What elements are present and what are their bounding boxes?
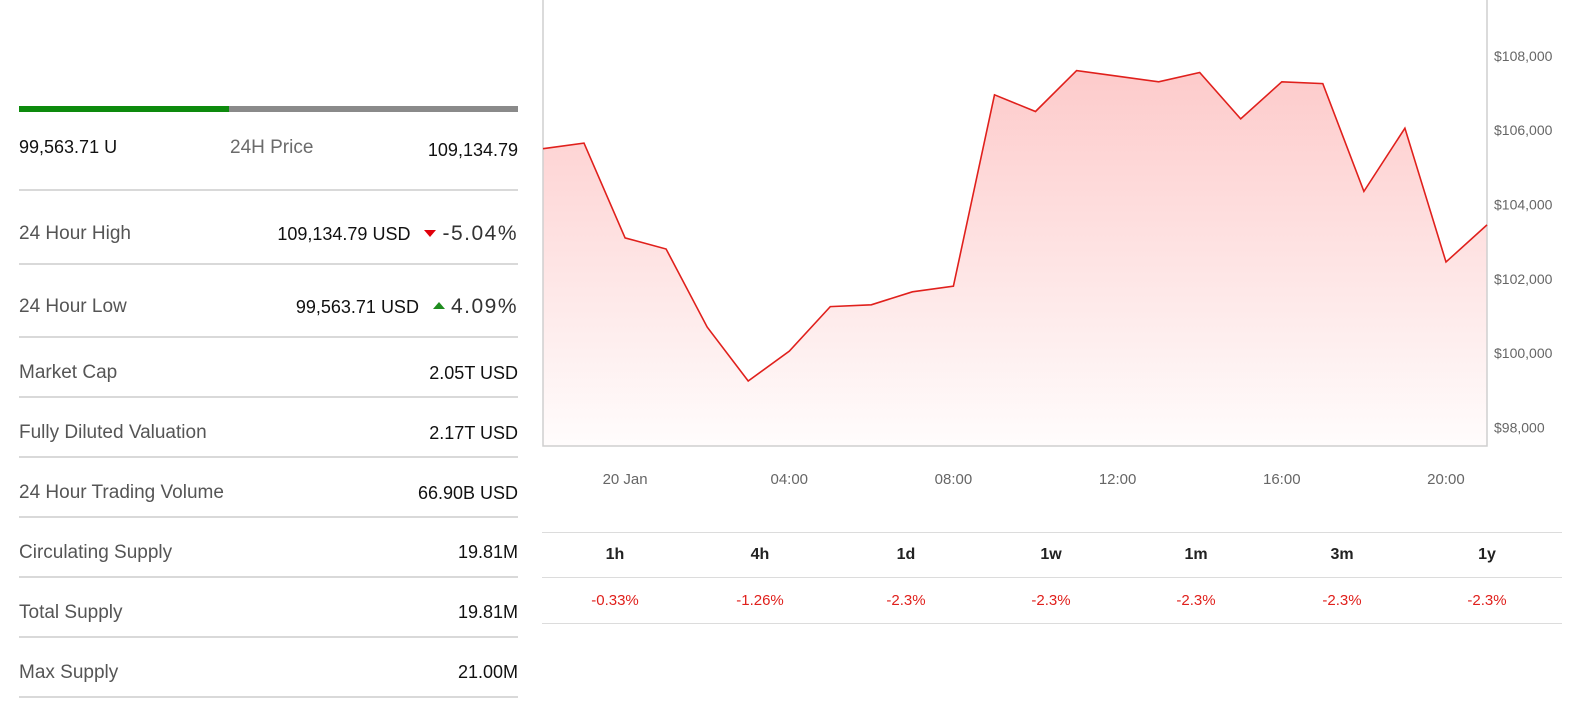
price-chart[interactable]: $108,000 $106,000 $104,000 $102,000 $100,000… [542,0,1574,500]
price-line[interactable] [542,69,1488,383]
stat-row-total-supply: Total Supply 19.81M [19,578,518,638]
price-range-bar [19,106,518,112]
stat-row-24h-high: 24 Hour High 109,134.79 USD -5.04% [19,191,518,265]
stat-row-market-cap: Market Cap 2.05T USD [19,338,518,398]
stat-label: 24 Hour Trading Volume [19,482,224,503]
x-tick-label: 20:00 [1427,471,1465,488]
price-chart-svg[interactable]: $108,000 $106,000 $104,000 $102,000 $100,000… [542,0,1574,500]
change-1w: -2.3% [1031,592,1071,609]
triangle-up-icon [432,301,445,309]
low-change: 4.09% [450,295,518,318]
range-high-value: 109,134.79 [427,140,518,160]
stat-label: 24 Hour High [19,223,131,244]
stat-label: Fully Diluted Valuation [19,422,207,443]
x-tick-label: 20 Jan [603,471,648,488]
high-change: -5.04% [442,222,518,245]
x-tick-label: 16:00 [1263,471,1301,488]
stat-value: 109,134.79 USD -5.04% [277,222,518,246]
y-tick-label: $106,000 [1494,122,1553,138]
range-label: 24H Price [230,137,314,158]
change-1m: -2.3% [1176,592,1216,609]
change-1h: -0.33% [591,592,639,609]
stat-row-volume: 24 Hour Trading Volume 66.90B USD [19,458,518,518]
stat-label: Circulating Supply [19,542,173,563]
stat-value: 2.17T USD [429,423,518,443]
stat-label: Max Supply [19,662,119,683]
performance-table: 1h 4h 1d 1w 1m 3m 1y -0.33% -1.26% -2.3%… [542,532,1562,624]
low-price: 99,563.71 USD [295,297,419,317]
plot-frame [542,0,1488,447]
period-1y: 1y [1478,546,1496,563]
change-3m: -2.3% [1322,592,1362,609]
stat-row-max-supply: Max Supply 21.00M [19,638,518,698]
y-tick-label: $104,000 [1494,196,1553,212]
change-4h: -1.26% [736,592,784,609]
high-price: 109,134.79 USD [277,224,411,244]
range-low-value: 99,563.71 U [19,137,118,157]
stat-value: 2.05T USD [429,363,518,383]
stat-label: Market Cap [19,362,118,383]
x-tick-label: 08:00 [935,471,973,488]
period-3m: 3m [1330,546,1354,563]
y-tick-label: $98,000 [1494,419,1545,435]
stat-value: 99,563.71 USD 4.09% [296,295,518,319]
stat-row-fdv: Fully Diluted Valuation 2.17T USD [19,398,518,458]
price-area-fill [543,70,1487,446]
triangle-down-icon [424,229,437,237]
period-4h: 4h [750,546,770,563]
period-1w: 1w [1040,546,1062,563]
x-tick-label: 04:00 [770,471,808,488]
y-tick-label: $100,000 [1494,345,1553,361]
y-tick-label: $108,000 [1494,48,1553,64]
stat-row-circulating-supply: Circulating Supply 19.81M [19,518,518,578]
stat-row-24h-low: 24 Hour Low 99,563.71 USD 4.09% [19,265,518,338]
change-1y: -2.3% [1467,592,1507,609]
period-1h: 1h [605,546,625,563]
price-range-row: 99,563.71 U 24H Price 109,134.79 [19,126,518,191]
stat-value: 66.90B USD [417,483,518,503]
period-1m: 1m [1184,546,1208,563]
stat-label: 24 Hour Low [19,296,127,317]
stat-value: 19.81M [457,542,518,562]
period-1d: 1d [896,546,916,563]
y-tick-label: $102,000 [1494,271,1553,287]
stat-label: Total Supply [19,602,123,623]
price-range-fill [19,106,229,112]
performance-values-row: -0.33% -1.26% -2.3% -2.3% -2.3% -2.3% -2… [542,578,1562,624]
change-1d: -2.3% [886,592,926,609]
performance-header-row: 1h 4h 1d 1w 1m 3m 1y [542,532,1562,578]
x-tick-label: 12:00 [1099,471,1137,488]
stat-value: 19.81M [457,602,518,622]
stat-value: 21.00M [457,662,518,682]
